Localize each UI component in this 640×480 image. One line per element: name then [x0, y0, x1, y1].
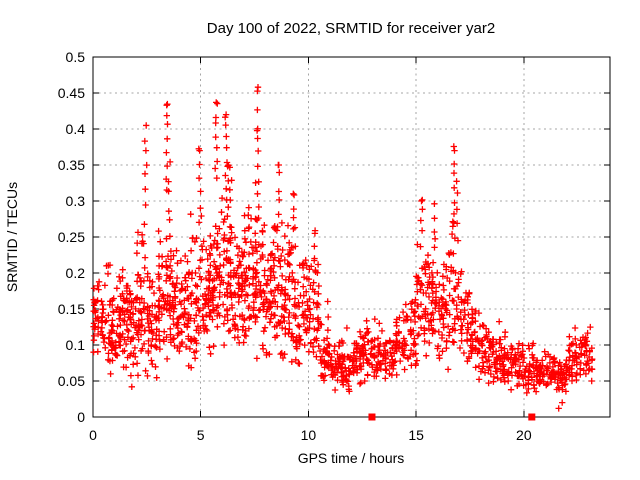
y-axis-label: SRMTID / TECUs	[4, 182, 20, 292]
x-tick-label: 20	[516, 427, 532, 443]
y-tick-label: 0.5	[66, 49, 86, 65]
y-tick-label: 0.05	[58, 373, 85, 389]
y-tick-label: 0.25	[58, 229, 85, 245]
grid-lines	[93, 57, 610, 417]
data-points	[90, 84, 596, 412]
zero-value-square-marker	[368, 413, 376, 421]
zero-value-square-marker	[528, 413, 536, 421]
y-tick-label: 0.4	[66, 121, 86, 137]
x-tick-label: 15	[408, 427, 424, 443]
y-tick-label: 0.1	[66, 337, 86, 353]
y-tick-label: 0.2	[66, 265, 86, 281]
y-tick-label: 0.35	[58, 157, 85, 173]
y-tick-label: 0	[77, 409, 85, 425]
chart-title: Day 100 of 2022, SRMTID for receiver yar…	[207, 20, 495, 37]
x-axis-label: GPS time / hours	[298, 450, 405, 466]
y-tick-label: 0.15	[58, 301, 85, 317]
x-tick-label: 5	[197, 427, 205, 443]
tick-labels: 0 0.05 0.1 0.15 0.2 0.25 0.3 0.35 0.4 0.45 0.5 0 5 10…	[58, 49, 532, 443]
x-tick-label: 10	[301, 427, 317, 443]
y-tick-label: 0.3	[66, 193, 86, 209]
plot-frame	[92, 56, 611, 418]
data-points-layer	[90, 84, 596, 421]
y-tick-label: 0.45	[58, 85, 85, 101]
x-tick-label: 0	[89, 427, 97, 443]
